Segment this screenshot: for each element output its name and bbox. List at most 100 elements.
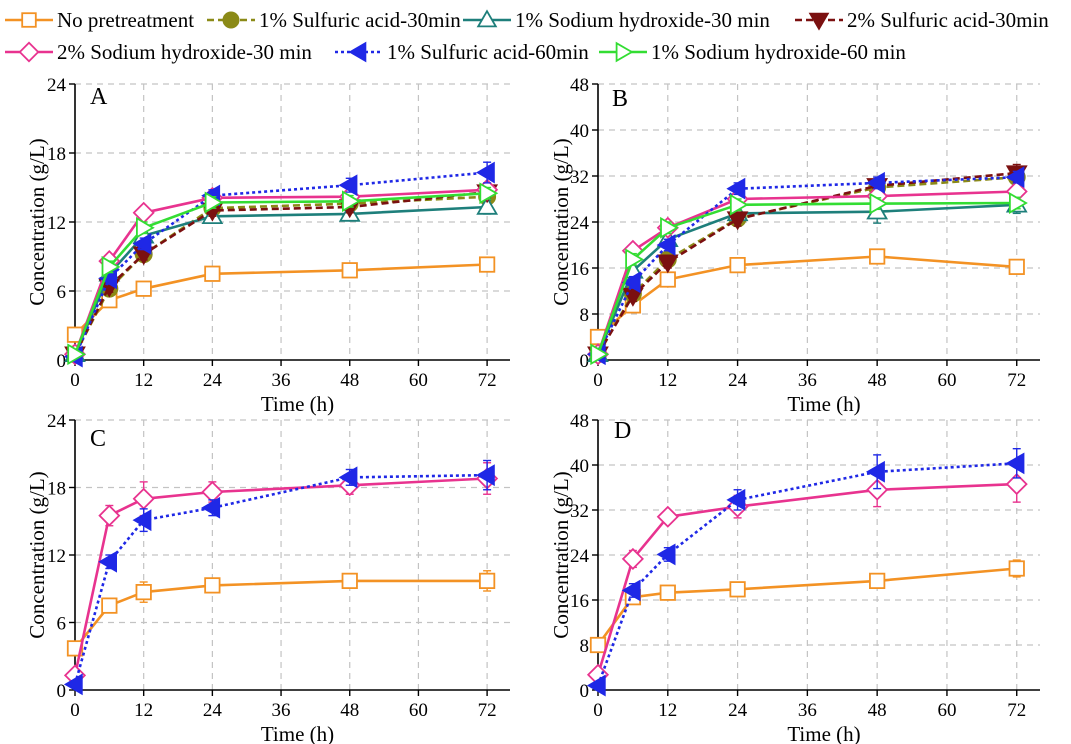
x-tick-label: 12 (658, 370, 677, 391)
y-tick-label: 40 (570, 456, 589, 477)
y-tick-label: 0 (580, 351, 590, 372)
gridlines (598, 419, 1040, 690)
data-point (98, 504, 121, 527)
y-tick-label: 24 (47, 75, 67, 96)
legend-item: 1% Sodium hydroxide-30 min (462, 7, 770, 33)
legend-label: 1% Sodium hydroxide-30 min (515, 8, 770, 32)
x-tick-label: 12 (658, 700, 677, 721)
y-tick-label: 8 (580, 305, 590, 326)
data-point (726, 177, 746, 200)
data-point (63, 673, 83, 696)
data-point (476, 161, 495, 184)
legend-item: 2% Sodium hydroxide-30 min (4, 39, 312, 65)
x-tick-label: 60 (409, 700, 428, 721)
y-tick-label: 6 (57, 614, 67, 635)
legend-item: No pretreatment (4, 7, 194, 33)
y-tick-label: 18 (47, 479, 66, 500)
y-tick-label: 32 (570, 167, 589, 188)
y-tick-label: 24 (570, 213, 590, 234)
data-point (341, 262, 358, 279)
legend-swatch (5, 41, 53, 63)
data-point (726, 488, 746, 511)
data-point (204, 265, 221, 282)
data-point (1005, 452, 1025, 475)
series (63, 459, 495, 696)
y-tick-label: 8 (580, 636, 590, 657)
y-tick-label: 16 (570, 591, 589, 612)
data-point (132, 487, 155, 510)
x-tick-label: 24 (203, 370, 223, 391)
chart-legend: No pretreatment 1% Sulfuric acid-30min 1… (0, 0, 1071, 76)
data-point (204, 191, 224, 214)
data-point (476, 195, 499, 215)
y-tick-label: 24 (47, 411, 67, 432)
legend-label: No pretreatment (57, 8, 195, 32)
legend-label: 2% Sulfuric acid-30min (847, 8, 1049, 32)
panel-letter: C (90, 426, 106, 452)
panel-c-chart: 0 12 24 36 48 60 72 0 6 12 18 24 Time (h) Concentrati… (25, 411, 510, 744)
x-axis-label: Time (h) (787, 392, 860, 416)
data-point (98, 550, 117, 573)
panel-letter: B (612, 86, 628, 112)
x-tick-label: 24 (203, 700, 223, 721)
x-tick-label: 48 (340, 370, 359, 391)
data-point (1005, 473, 1028, 496)
x-tick-label: 0 (70, 370, 80, 391)
y-tick-label: 32 (570, 501, 589, 522)
series (67, 182, 499, 366)
data-point (586, 674, 606, 697)
legend-swatch (335, 41, 383, 63)
data-point (869, 248, 886, 265)
data-point (476, 464, 495, 487)
legend-marker (615, 41, 634, 63)
data-point (135, 216, 155, 239)
legend-item: 2% Sulfuric acid-30min (794, 7, 1049, 33)
series-line (73, 477, 488, 676)
legend-item: 1% Sulfuric acid-60min (334, 39, 589, 65)
series (66, 570, 496, 657)
series (590, 192, 1028, 366)
x-tick-label: 0 (70, 700, 80, 721)
data-point (656, 254, 679, 274)
x-tick-label: 72 (1007, 700, 1026, 721)
panel-b-chart: 0 12 24 36 48 60 72 0 8 16 24 32 40 48 Time (h) Concent… (549, 75, 1040, 416)
data-point (1008, 258, 1025, 275)
y-tick-label: 40 (570, 121, 589, 142)
legend-marker (21, 12, 37, 28)
x-axis-label: Time (h) (787, 722, 860, 744)
legend-item: 1% Sulfuric acid-30min (206, 7, 461, 33)
data-point (621, 579, 641, 602)
data-point (135, 280, 152, 297)
x-tick-label: 24 (728, 700, 748, 721)
y-axis-label: Concentration (g/L) (549, 471, 573, 638)
x-tick-label: 36 (798, 700, 817, 721)
x-tick-label: 60 (409, 370, 428, 391)
y-tick-label: 0 (580, 681, 590, 702)
data-point (660, 216, 679, 239)
data-point (101, 597, 118, 614)
data-point (656, 234, 676, 256)
data-point (201, 496, 221, 519)
data-point (656, 505, 679, 528)
data-point (338, 466, 358, 489)
data-point (659, 271, 676, 288)
data-point (338, 174, 358, 197)
legend-swatch (207, 11, 255, 29)
data-point (625, 248, 644, 271)
series-line (73, 192, 488, 355)
data-point (865, 460, 885, 483)
x-tick-label: 12 (134, 370, 153, 391)
data-point (729, 581, 746, 598)
x-tick-label: 60 (937, 700, 956, 721)
legend-marker (348, 41, 367, 63)
data-point (866, 478, 889, 501)
x-tick-label: 48 (868, 700, 887, 721)
y-axis-label: Concentration (g/L) (25, 138, 49, 305)
x-tick-label: 36 (798, 370, 817, 391)
data-point (204, 577, 221, 594)
data-point (132, 232, 152, 255)
x-tick-label: 36 (272, 370, 291, 391)
legend-swatch (599, 41, 647, 63)
data-point (341, 190, 361, 213)
